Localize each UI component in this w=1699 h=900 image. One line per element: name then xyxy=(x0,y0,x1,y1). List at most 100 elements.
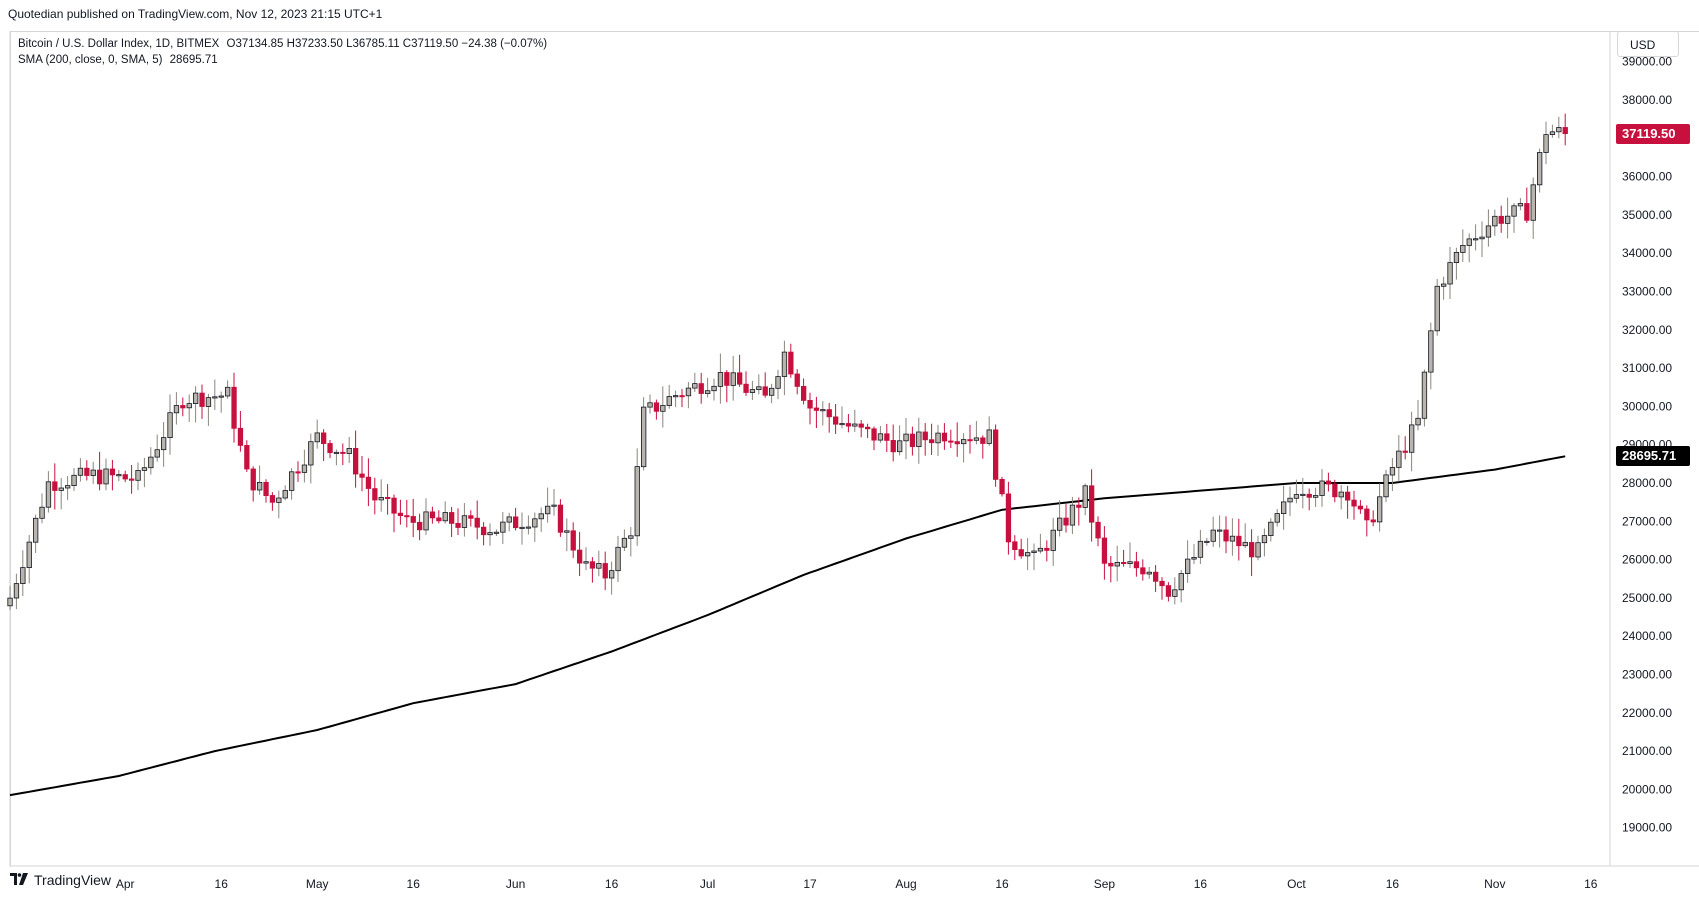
candle-body xyxy=(589,561,596,569)
candle xyxy=(685,382,692,409)
candle xyxy=(1364,505,1370,537)
candle-body xyxy=(397,512,404,517)
candle-body xyxy=(65,485,71,489)
candle xyxy=(167,394,173,455)
candle xyxy=(180,397,186,417)
candle-body xyxy=(941,432,948,442)
candle-body xyxy=(820,409,826,412)
candle xyxy=(480,522,487,546)
candle-body xyxy=(980,437,986,444)
candle-body xyxy=(378,496,384,501)
candle xyxy=(148,447,154,475)
candle xyxy=(423,498,429,535)
candle xyxy=(1223,516,1229,554)
tradingview-brand[interactable]: TradingView xyxy=(10,872,111,888)
candle-body xyxy=(666,396,672,406)
candle xyxy=(13,573,20,610)
candle-body xyxy=(1146,571,1152,575)
candle-body xyxy=(160,437,167,451)
candle xyxy=(263,479,269,503)
candle-body xyxy=(545,505,551,515)
brand-name: TradingView xyxy=(34,872,112,888)
candle xyxy=(1370,510,1376,527)
candle xyxy=(20,550,26,597)
x-tick-label: Aug xyxy=(895,877,916,891)
x-tick-label: 17 xyxy=(803,877,817,891)
candle xyxy=(993,424,999,487)
candle-body xyxy=(295,471,301,474)
candle-body xyxy=(1037,547,1044,552)
candle xyxy=(116,469,122,482)
candle xyxy=(948,429,954,448)
candle xyxy=(256,465,263,495)
y-axis: 19000.00 20000.00 21000.00 22000.00 23000.00… xyxy=(1622,55,1672,835)
candle xyxy=(97,451,103,491)
candle xyxy=(647,394,653,414)
candle-body xyxy=(1453,251,1460,263)
candle-body xyxy=(833,416,839,425)
candle xyxy=(1549,124,1556,138)
candle-body xyxy=(705,390,711,394)
candle-body xyxy=(301,464,308,473)
candle xyxy=(90,461,96,484)
sma-line-layer xyxy=(9,455,1566,797)
candle xyxy=(922,423,928,456)
candle xyxy=(781,340,788,396)
candle xyxy=(1204,537,1210,546)
candle xyxy=(884,423,890,453)
candle xyxy=(1543,121,1549,165)
candle-body xyxy=(922,431,928,441)
candle xyxy=(788,343,794,378)
candle xyxy=(372,477,378,515)
candle-body xyxy=(218,395,224,398)
candle xyxy=(1121,549,1127,567)
candle xyxy=(602,551,608,591)
candle-body xyxy=(1140,567,1146,575)
candle-body xyxy=(148,456,154,469)
candle xyxy=(1415,399,1421,431)
candle-body xyxy=(1492,215,1498,227)
candle xyxy=(1050,517,1056,566)
candle xyxy=(711,378,717,401)
candle-body xyxy=(474,517,480,528)
candle xyxy=(1409,411,1415,472)
candle xyxy=(1133,551,1140,577)
candle xyxy=(756,374,762,395)
candle-body xyxy=(186,403,192,409)
candle-body xyxy=(173,405,180,414)
candle xyxy=(967,424,973,454)
candle xyxy=(397,499,404,525)
candle-body xyxy=(448,512,455,524)
candle-body xyxy=(807,399,813,409)
candle-body xyxy=(256,481,263,491)
candle xyxy=(448,507,455,538)
currency-button[interactable]: USD xyxy=(1617,31,1679,57)
candle-body xyxy=(557,504,564,533)
candle xyxy=(1165,582,1172,602)
candle-body xyxy=(39,506,45,519)
candle xyxy=(1338,485,1344,510)
sma-legend-row[interactable]: SMA (200, close, 0, SMA, 5) 28695.71 xyxy=(18,52,547,68)
y-tick-label: 31000.00 xyxy=(1622,361,1672,375)
candle-body xyxy=(711,385,717,392)
candle-body xyxy=(500,521,506,533)
candle xyxy=(865,423,871,438)
candle-body xyxy=(1300,493,1306,496)
candle xyxy=(653,399,660,420)
candle-body xyxy=(1325,480,1332,485)
candle-body xyxy=(1127,561,1133,565)
candle xyxy=(615,535,621,582)
candle-body xyxy=(410,516,416,523)
candle-body xyxy=(1396,450,1402,468)
y-tick-label: 39000.00 xyxy=(1622,55,1672,69)
candle-body xyxy=(1332,483,1338,498)
candle xyxy=(276,490,282,519)
candle xyxy=(1146,567,1152,579)
candle-body xyxy=(167,412,173,439)
candle xyxy=(269,492,276,511)
candle xyxy=(365,458,372,507)
candle-body xyxy=(1357,505,1364,510)
candle xyxy=(1127,542,1133,568)
candle-body xyxy=(1434,285,1440,332)
